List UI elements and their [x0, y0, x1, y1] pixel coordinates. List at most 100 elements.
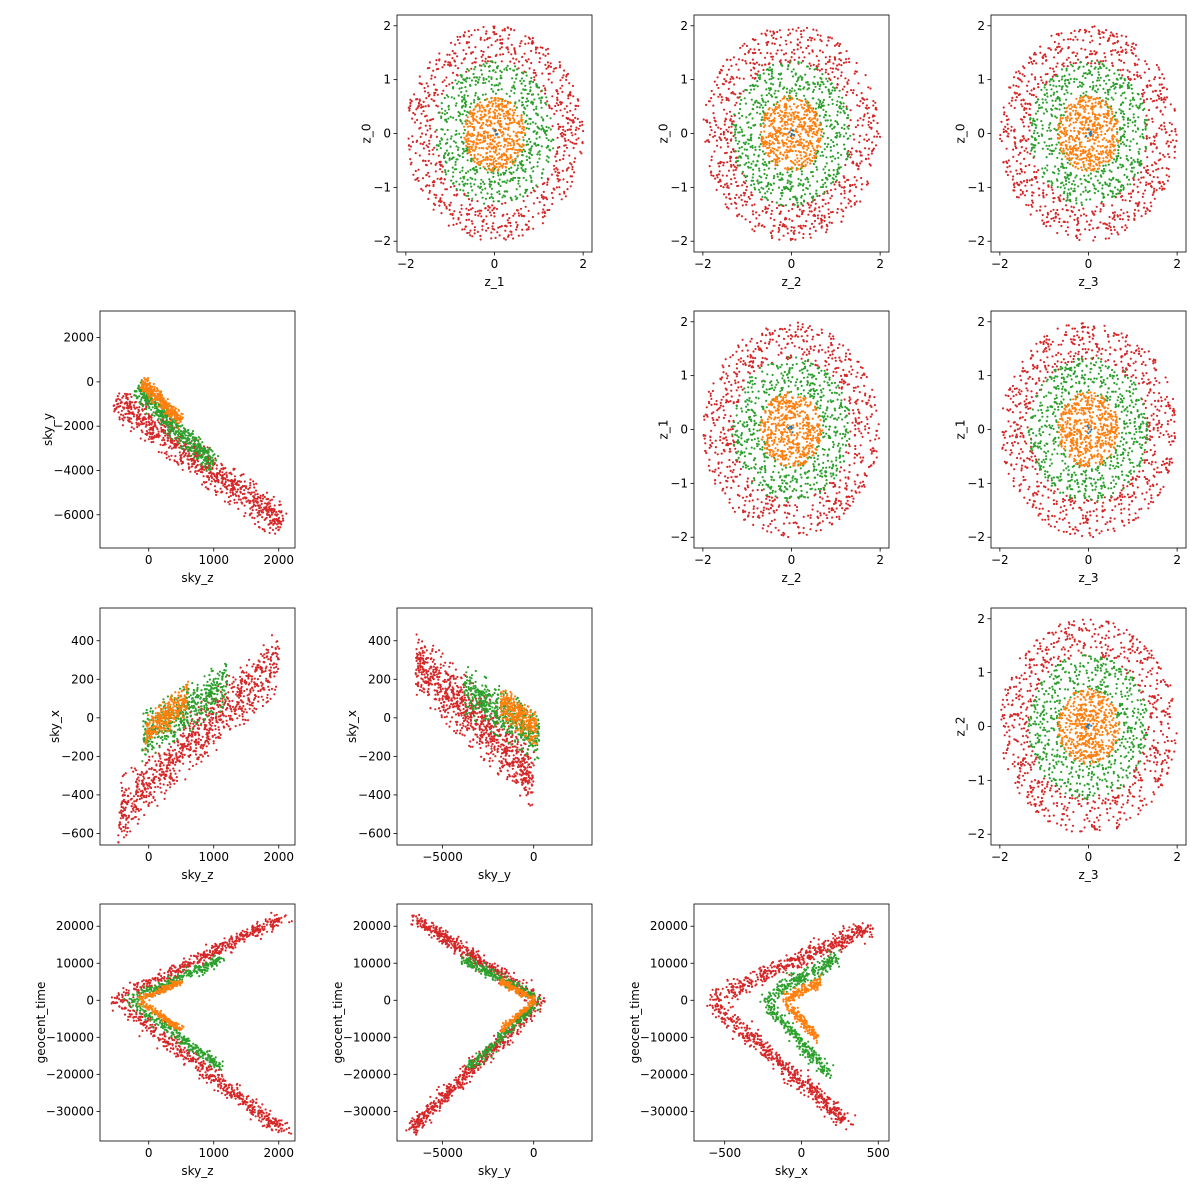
data-point	[823, 214, 826, 217]
data-point	[460, 86, 463, 89]
data-point	[1148, 209, 1151, 213]
data-point	[454, 79, 457, 82]
data-point	[875, 108, 878, 111]
data-point	[549, 62, 552, 65]
data-point	[774, 112, 777, 115]
data-point	[525, 100, 528, 103]
data-point	[493, 97, 497, 100]
data-point	[468, 231, 471, 234]
data-point	[758, 175, 761, 178]
data-point	[1039, 76, 1042, 79]
data-point	[836, 123, 840, 126]
data-point	[476, 28, 480, 31]
data-point	[809, 236, 812, 239]
data-point	[842, 143, 846, 146]
data-point	[532, 202, 536, 205]
data-point	[779, 203, 782, 206]
data-point	[1127, 81, 1130, 84]
data-point	[769, 143, 773, 146]
data-point	[733, 165, 737, 168]
data-point	[738, 140, 741, 143]
data-point	[803, 113, 806, 116]
data-point	[481, 93, 484, 96]
y-tick-label: −2	[373, 234, 391, 248]
data-point	[443, 79, 446, 82]
data-point	[819, 137, 822, 140]
data-point	[796, 97, 799, 100]
data-point	[474, 193, 477, 196]
data-point	[494, 40, 497, 43]
data-point	[712, 93, 716, 96]
data-point	[573, 171, 576, 174]
data-point	[474, 46, 477, 49]
data-point	[488, 178, 491, 181]
data-point	[818, 87, 821, 91]
data-point	[829, 174, 832, 177]
data-point	[754, 146, 757, 149]
data-point	[1023, 171, 1026, 174]
data-point	[490, 187, 493, 190]
data-point	[717, 173, 721, 176]
data-point	[543, 215, 546, 218]
data-point	[743, 53, 747, 56]
data-point	[798, 123, 801, 126]
data-point	[1133, 175, 1136, 178]
data-point	[729, 139, 733, 142]
data-point	[505, 169, 508, 172]
data-point	[816, 146, 819, 149]
data-point	[771, 133, 775, 136]
x-tick-label: 2	[876, 257, 884, 271]
data-point	[850, 153, 853, 156]
data-point	[745, 203, 748, 206]
data-point	[756, 180, 759, 183]
data-point	[509, 27, 512, 31]
data-point	[1037, 187, 1040, 190]
data-point	[547, 160, 550, 163]
data-point	[464, 119, 468, 122]
data-point	[1132, 116, 1135, 119]
data-point	[500, 41, 504, 45]
data-point	[538, 157, 541, 160]
data-point	[520, 71, 524, 74]
data-point	[520, 145, 524, 148]
data-point	[529, 122, 532, 125]
data-point	[485, 131, 488, 134]
data-point	[438, 140, 441, 143]
data-point	[1099, 76, 1102, 79]
data-point	[1136, 158, 1139, 161]
data-point	[447, 169, 450, 172]
data-point	[844, 163, 847, 167]
data-point	[786, 179, 789, 182]
data-point	[750, 184, 753, 187]
data-point	[846, 137, 849, 140]
data-point	[445, 118, 448, 121]
data-point	[758, 167, 761, 170]
data-point	[1061, 47, 1064, 50]
data-point	[745, 62, 748, 65]
data-point	[511, 237, 515, 240]
data-point	[483, 39, 486, 42]
data-point	[1162, 98, 1165, 101]
data-point	[1139, 76, 1143, 79]
data-point	[803, 94, 806, 97]
data-point	[819, 128, 823, 131]
data-point	[527, 92, 530, 95]
data-point	[806, 88, 809, 91]
x-tick-label: −2	[397, 257, 415, 271]
data-point	[1014, 145, 1017, 148]
data-point	[738, 213, 741, 216]
data-point	[1139, 97, 1142, 101]
data-point	[836, 151, 840, 154]
data-point	[461, 169, 464, 172]
data-point	[487, 46, 490, 49]
data-point	[723, 136, 727, 139]
data-point	[754, 38, 757, 41]
data-point	[1098, 43, 1101, 46]
data-point	[768, 119, 771, 122]
data-point	[453, 60, 456, 63]
data-point	[428, 93, 431, 96]
data-point	[782, 144, 785, 147]
data-point	[1127, 117, 1130, 120]
data-point	[547, 156, 550, 159]
data-point	[874, 144, 878, 147]
